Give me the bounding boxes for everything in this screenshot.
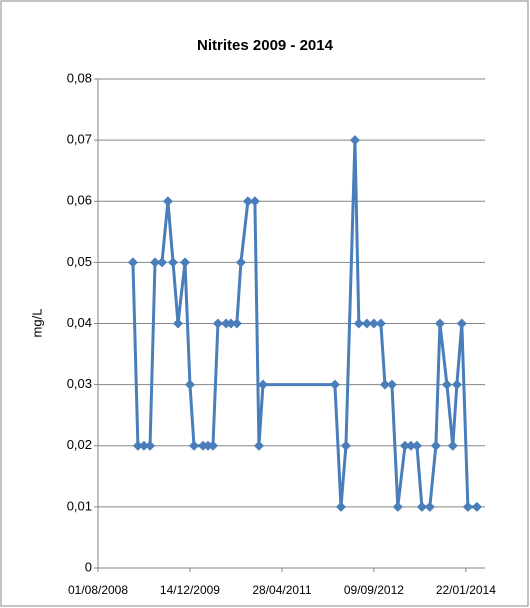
chart-title: Nitrites 2009 - 2014	[197, 37, 334, 54]
data-point	[416, 501, 427, 512]
data-point	[447, 440, 458, 451]
data-point	[368, 318, 379, 329]
data-point	[157, 257, 168, 268]
data-point	[162, 196, 173, 207]
series-line	[131, 138, 477, 509]
y-tick-label: 0,01	[67, 498, 92, 513]
y-tick-label: 0	[85, 559, 92, 574]
data-point	[168, 257, 179, 268]
data-point	[399, 440, 410, 451]
y-tick-label: 0,04	[67, 315, 92, 330]
data-point	[441, 379, 452, 390]
data-point	[430, 440, 441, 451]
data-point	[392, 501, 403, 512]
data-point	[434, 318, 445, 329]
y-tick-label: 0,02	[67, 437, 92, 452]
data-point	[184, 379, 195, 390]
x-tick-label: 28/04/2011	[252, 583, 311, 597]
data-point	[471, 501, 482, 512]
data-point	[353, 318, 364, 329]
data-point	[180, 257, 191, 268]
y-tick-label: 0,07	[67, 132, 92, 147]
data-point	[249, 196, 260, 207]
data-point	[212, 318, 223, 329]
data-point	[145, 440, 156, 451]
data-point	[379, 379, 390, 390]
data-point	[375, 318, 386, 329]
data-point	[424, 501, 435, 512]
data-point	[242, 196, 253, 207]
x-tick-label: 22/01/2014	[436, 583, 496, 597]
data-point	[150, 257, 161, 268]
data-point	[235, 257, 246, 268]
data-point	[189, 440, 200, 451]
data-point	[411, 440, 422, 451]
data-point	[253, 440, 264, 451]
y-axis-label: mg/L	[29, 309, 44, 338]
data-point	[329, 379, 340, 390]
data-point	[257, 379, 268, 390]
data-point	[340, 440, 351, 451]
data-point	[462, 501, 473, 512]
data-point	[231, 318, 242, 329]
data-point	[138, 440, 149, 451]
data-point	[349, 135, 360, 146]
data-point	[335, 501, 346, 512]
x-tick-label: 14/12/2009	[160, 583, 220, 597]
x-tick-label: 01/08/2008	[68, 583, 128, 597]
data-point	[225, 318, 236, 329]
data-point	[456, 318, 467, 329]
data-point	[405, 440, 416, 451]
y-tick-label: 0,06	[67, 193, 92, 208]
y-tick-label: 0,05	[67, 254, 92, 269]
data-point	[451, 379, 462, 390]
data-point	[132, 440, 143, 451]
y-tick-label: 0,03	[67, 376, 92, 391]
x-tick-label: 09/09/2012	[344, 583, 404, 597]
data-point	[207, 440, 218, 451]
data-point	[361, 318, 372, 329]
data-point	[127, 257, 138, 268]
y-tick-label: 0,08	[67, 70, 92, 85]
data-point	[173, 318, 184, 329]
data-point	[386, 379, 397, 390]
